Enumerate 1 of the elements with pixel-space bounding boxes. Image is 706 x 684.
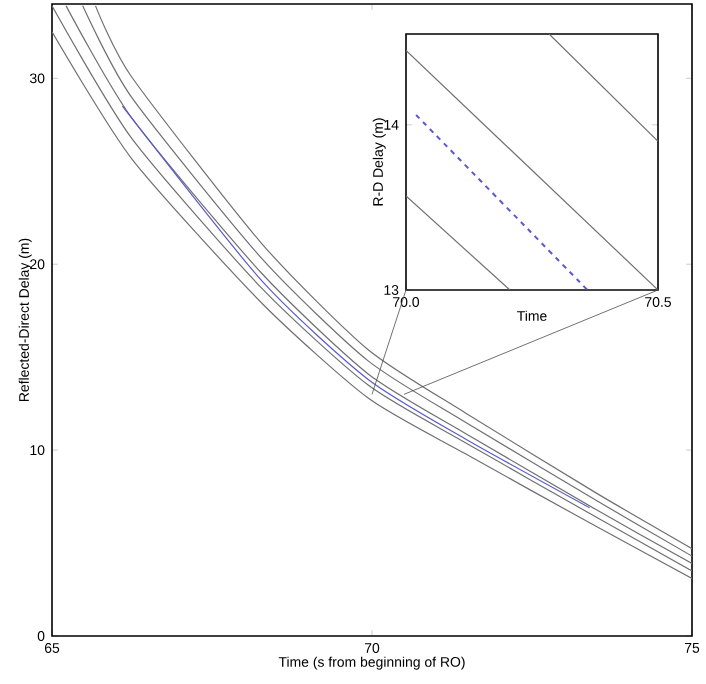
line-series bbox=[121, 105, 591, 509]
